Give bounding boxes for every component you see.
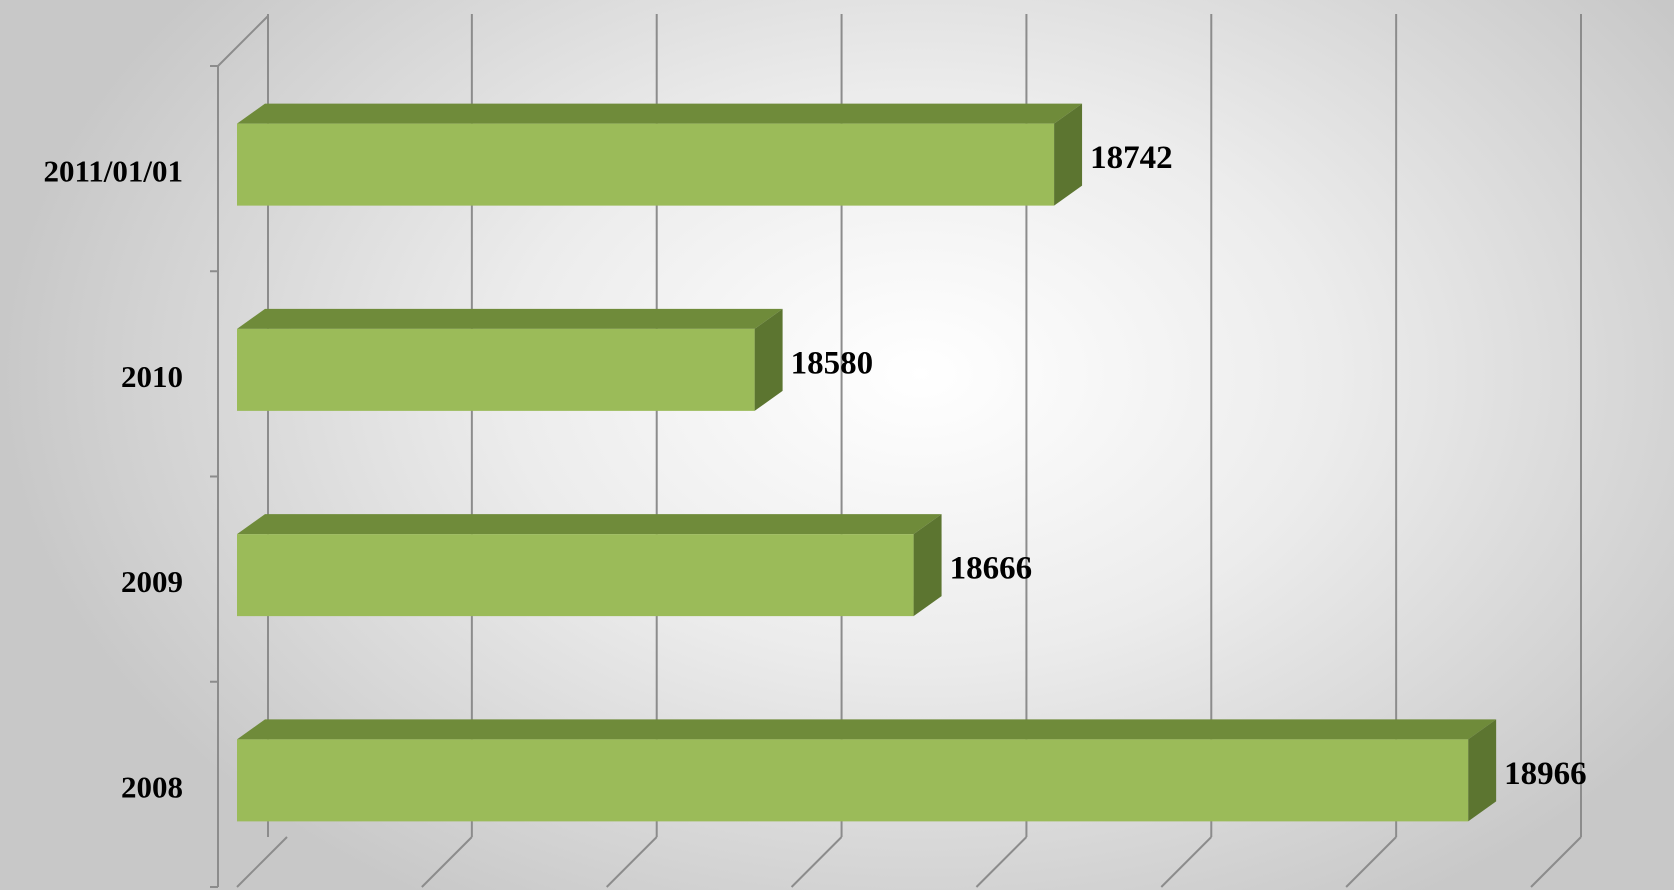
bar-2008 bbox=[237, 719, 1497, 822]
bar-side-face bbox=[1054, 103, 1083, 206]
bar-front-face bbox=[237, 328, 755, 411]
bar-side-face bbox=[1468, 719, 1497, 822]
bar-side-face bbox=[754, 308, 783, 411]
bar-2010 bbox=[237, 308, 783, 411]
bar-front-face bbox=[237, 123, 1055, 206]
floor-gridline bbox=[421, 836, 473, 888]
bar-side-face bbox=[913, 514, 942, 617]
data-label: 18742 bbox=[1090, 140, 1173, 176]
bar-front-face bbox=[237, 534, 914, 617]
category-label: 2009 bbox=[121, 564, 183, 599]
data-label: 18580 bbox=[791, 345, 874, 381]
bars bbox=[237, 103, 1497, 822]
bar-top-face bbox=[237, 514, 942, 535]
floor-gridline bbox=[790, 836, 843, 888]
labels: 18742 2011/01/01 18580 2010 18666 2009 18966 20… bbox=[43, 140, 1586, 804]
bar-front-face bbox=[237, 739, 1469, 822]
floor-gridline bbox=[975, 836, 1028, 888]
bar-2011-01-01 bbox=[237, 103, 1083, 206]
bar-top-face bbox=[237, 308, 783, 329]
floor-gridline bbox=[1345, 836, 1397, 888]
category-label: 2011/01/01 bbox=[43, 154, 183, 189]
axis-top-edge bbox=[217, 15, 269, 67]
floor-gridline bbox=[1530, 836, 1582, 888]
floor-gridline bbox=[606, 836, 658, 888]
data-label: 18966 bbox=[1504, 756, 1587, 792]
bar-top-face bbox=[237, 103, 1083, 124]
bar-2009 bbox=[237, 514, 942, 617]
data-label: 18666 bbox=[950, 551, 1033, 587]
category-label: 2010 bbox=[121, 359, 183, 394]
category-label: 2008 bbox=[121, 769, 183, 804]
floor-gridline bbox=[236, 836, 288, 888]
floor-gridline bbox=[1160, 836, 1212, 888]
bar-top-face bbox=[237, 719, 1497, 740]
